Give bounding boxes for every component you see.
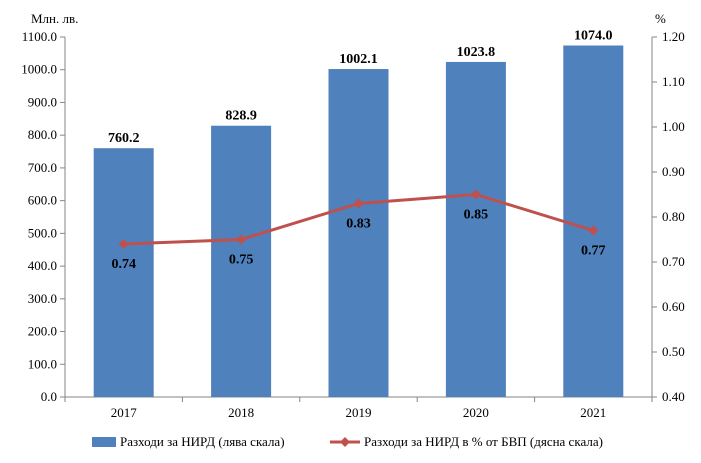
right-axis-unit-label: % — [655, 11, 666, 26]
line-point — [353, 198, 364, 209]
left-axis-tick-label: 1000.0 — [21, 62, 57, 77]
left-axis-tick-label: 600.0 — [28, 193, 57, 208]
left-axis-tick-label: 1100.0 — [22, 29, 57, 44]
left-axis-tick-label: 700.0 — [28, 160, 57, 175]
line-value-label: 0.74 — [111, 257, 136, 272]
bar — [93, 148, 154, 397]
legend-bar-label: Разходи за НИРД (лява скала) — [120, 434, 285, 449]
right-axis-tick-label: 0.90 — [662, 164, 685, 179]
left-axis-tick-label: 800.0 — [28, 127, 57, 142]
line-point — [588, 225, 599, 236]
left-axis-tick-label: 100.0 — [28, 356, 57, 371]
bar-value-label: 760.2 — [108, 131, 140, 146]
legend-line-label: Разходи за НИРД в % от БВП (дясна скала) — [364, 434, 603, 449]
bar — [445, 61, 506, 398]
bar-series — [93, 45, 624, 398]
left-axis-tick-label: 200.0 — [28, 324, 57, 339]
legend-line-marker — [340, 437, 350, 447]
bar-value-label: 1002.1 — [339, 52, 378, 67]
left-axis-tick-label: 400.0 — [28, 258, 57, 273]
right-axis-tick-label: 1.00 — [662, 119, 685, 134]
legend: Разходи за НИРД (лява скала) Разходи за Н… — [92, 434, 603, 449]
x-axis-tick-label: 2019 — [346, 405, 372, 420]
bar-value-label: 1023.8 — [457, 45, 496, 60]
x-axis-tick-label: 2021 — [580, 405, 606, 420]
axes: 0.0 100.0 200.0 300.0 400.0 500.0 600.0 700.0 80… — [21, 11, 685, 420]
right-axis-tick-label: 0.80 — [662, 209, 685, 224]
left-axis-tick-label: 0.0 — [41, 389, 57, 404]
bar — [563, 45, 624, 397]
x-axis-tick-label: 2017 — [111, 405, 138, 420]
data-labels: 760.2 828.9 1002.1 1023.8 1074.0 0.74 0.75 0.83… — [108, 29, 613, 272]
line-value-label: 0.85 — [464, 208, 489, 223]
right-axis-tick-label: 0.50 — [662, 344, 685, 359]
line-value-label: 0.77 — [581, 244, 606, 259]
right-axis-tick-label: 1.20 — [662, 29, 685, 44]
line-point — [236, 234, 247, 245]
bar-value-label: 828.9 — [225, 109, 257, 124]
right-axis-tick-label: 0.40 — [662, 389, 685, 404]
left-axis-tick-label: 900.0 — [28, 94, 57, 109]
bar-value-label: 1074.0 — [574, 29, 613, 44]
left-axis-unit-label: Млн. лв. — [31, 11, 78, 26]
line-value-label: 0.75 — [229, 253, 254, 268]
line-series — [118, 189, 599, 249]
right-axis-tick-label: 1.10 — [662, 74, 685, 89]
line-point — [470, 189, 481, 200]
left-axis-tick-label: 500.0 — [28, 225, 57, 240]
x-axis-tick-label: 2020 — [463, 405, 489, 420]
line-value-label: 0.83 — [346, 217, 371, 232]
left-axis-tick-label: 300.0 — [28, 291, 57, 306]
bar — [211, 125, 272, 397]
right-axis-tick-label: 0.60 — [662, 299, 685, 314]
line-point — [118, 239, 129, 249]
right-axis-tick-label: 0.70 — [662, 254, 685, 269]
legend-bar-swatch — [92, 437, 116, 447]
bar — [328, 69, 389, 397]
x-axis-tick-label: 2018 — [228, 405, 254, 420]
